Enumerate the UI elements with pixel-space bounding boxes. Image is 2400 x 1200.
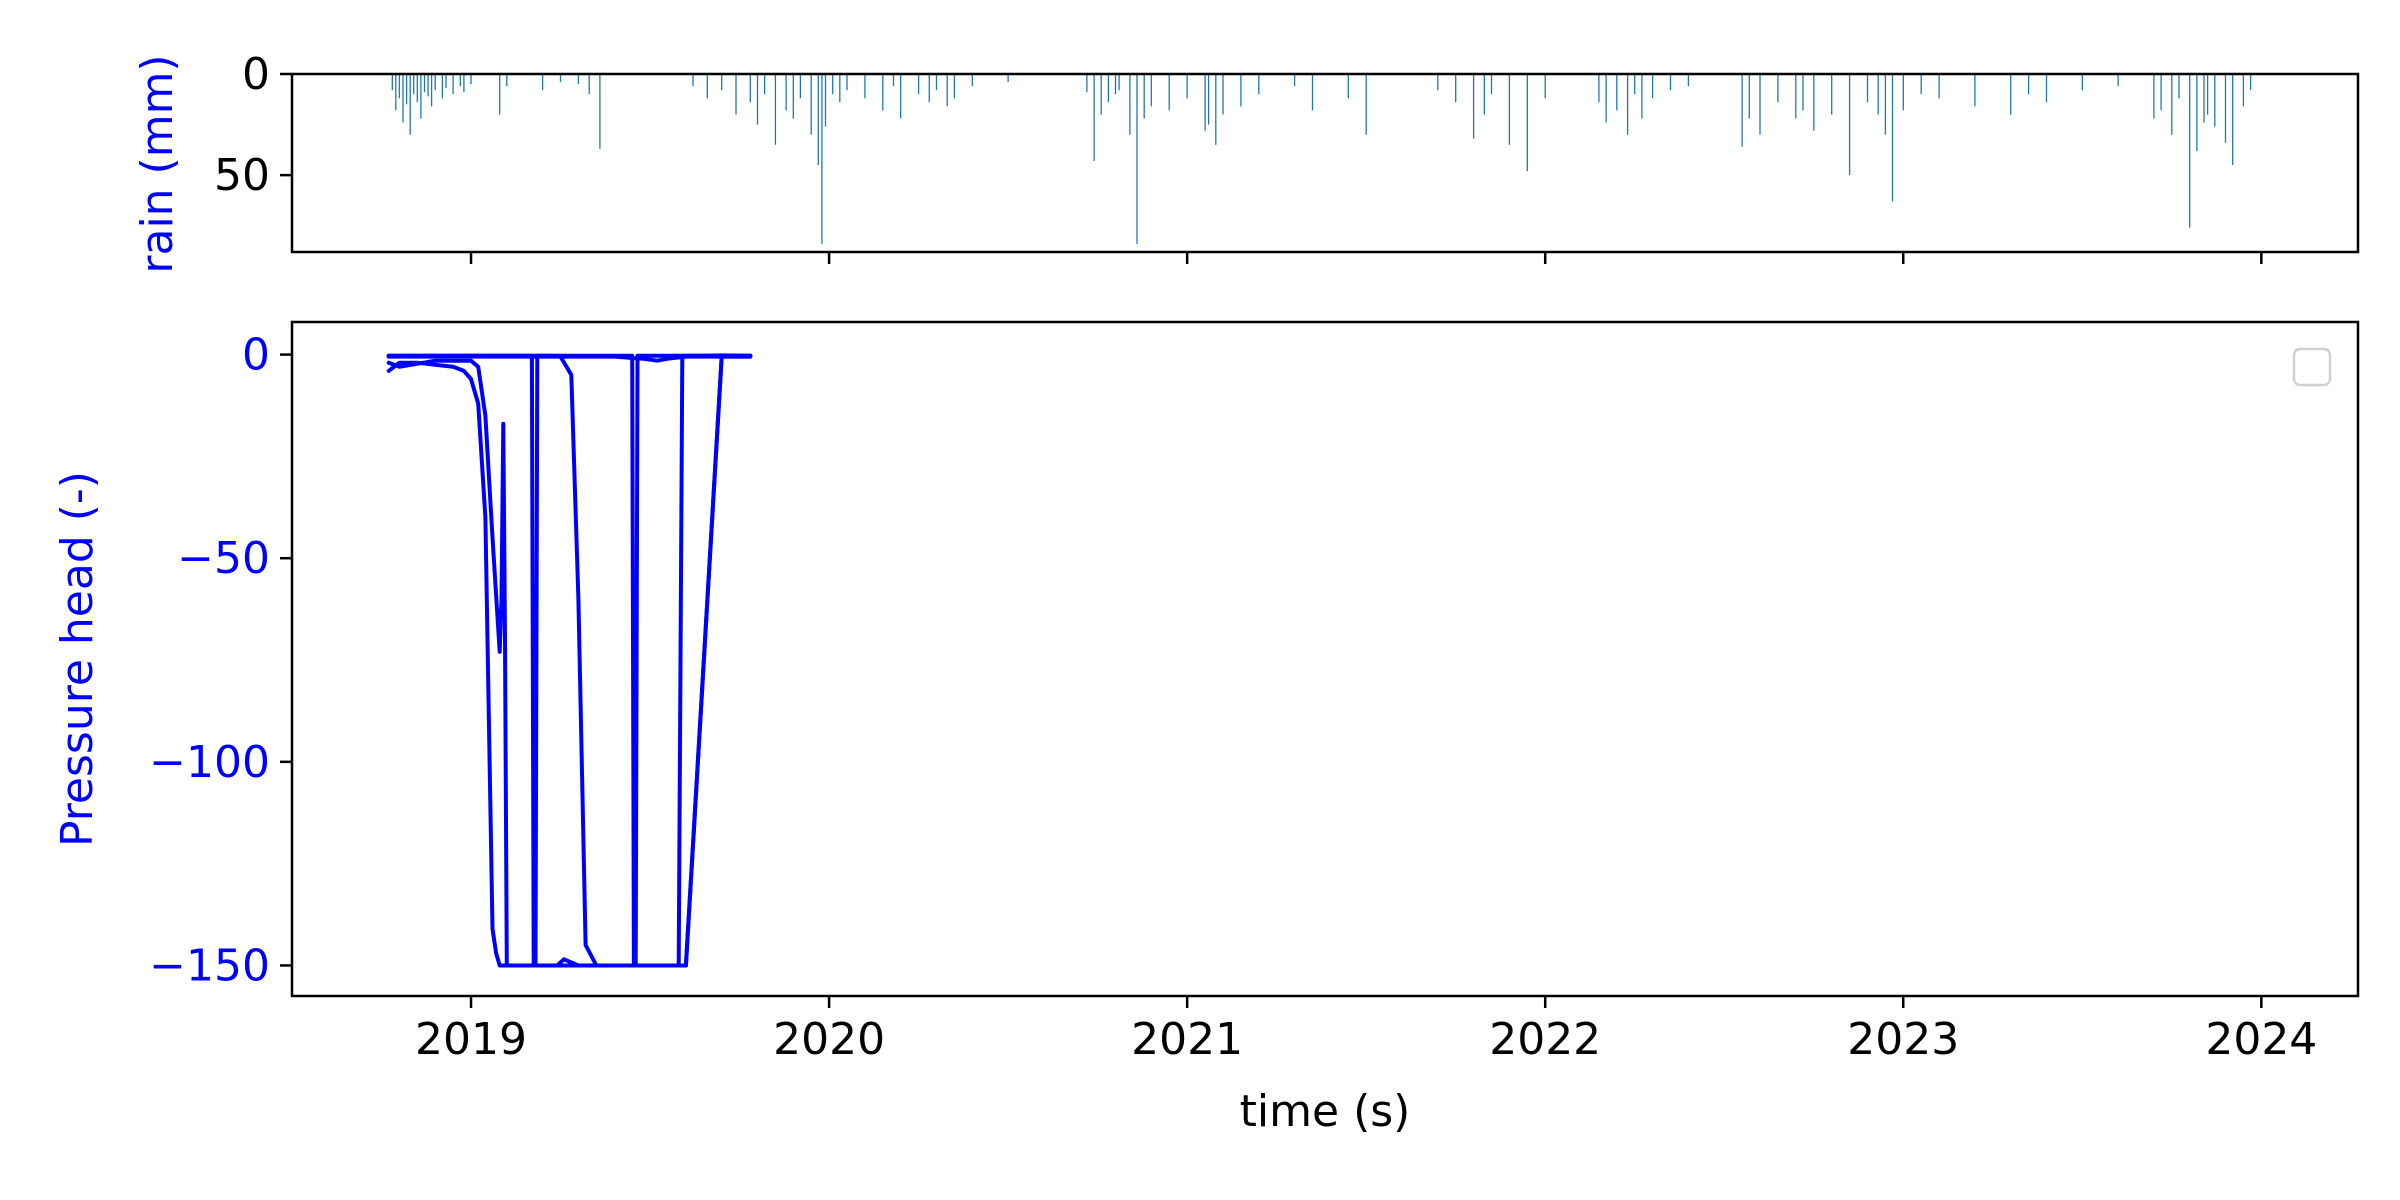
rain-panel: 0 50 rain (mm) <box>132 49 2360 274</box>
x-axis-label: time (s) <box>1240 1086 1411 1137</box>
pressure-y-ticks: 0 −50 −100 −150 <box>149 330 292 991</box>
pressure-head-panel: 0 −50 −100 −150 2019 2020 2021 2022 2023 2024 Pr… <box>52 320 2360 1137</box>
time-x-tick-label: 2022 <box>1489 1014 1601 1065</box>
time-x-tick-label: 2023 <box>1847 1014 1959 1065</box>
rain-y-tick-label: 50 <box>214 150 270 201</box>
rain-y-tick-label: 0 <box>242 49 270 100</box>
time-x-tick-label: 2021 <box>1131 1014 1243 1065</box>
time-x-tick-label: 2024 <box>2205 1014 2317 1065</box>
rain-y-ticks: 0 50 <box>214 49 292 201</box>
pressure-y-tick-label: −150 <box>149 940 270 991</box>
legend-box <box>2292 347 2332 387</box>
time-x-tick-label: 2019 <box>415 1014 527 1065</box>
pressure-y-tick-label: −50 <box>177 533 270 584</box>
pressure-y-axis-label: Pressure head (-) <box>52 471 103 847</box>
pressure-line-depth-2 <box>386 354 753 968</box>
pressure-head-lines <box>386 353 753 968</box>
time-x-tick-label: 2020 <box>773 1014 885 1065</box>
pressure-y-tick-label: 0 <box>242 330 270 381</box>
pressure-plot-frame <box>290 320 2360 998</box>
pressure-line-depth-5 <box>386 354 753 363</box>
rain-bars <box>391 74 2252 244</box>
rain-plot-frame <box>290 72 2360 254</box>
pressure-y-tick-label: −100 <box>149 737 270 788</box>
rain-x-ticks <box>469 252 2263 264</box>
rain-y-axis-label: rain (mm) <box>132 54 183 273</box>
time-x-ticks: 2019 2020 2021 2022 2023 2024 <box>415 996 2317 1065</box>
